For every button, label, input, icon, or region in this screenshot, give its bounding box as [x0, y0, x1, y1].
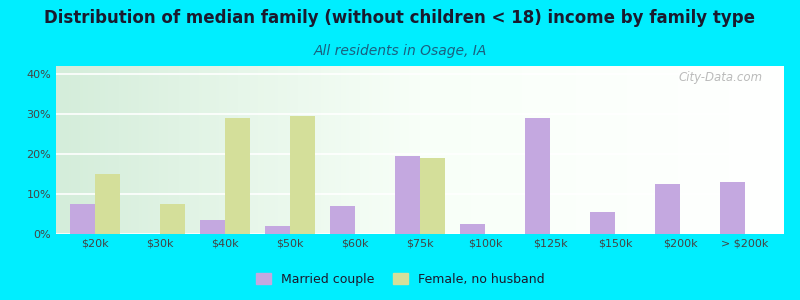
- Bar: [720, 182, 745, 234]
- Bar: [655, 184, 680, 234]
- Bar: [395, 156, 420, 234]
- Bar: [420, 158, 445, 234]
- Text: Distribution of median family (without children < 18) income by family type: Distribution of median family (without c…: [45, 9, 755, 27]
- Bar: [225, 118, 250, 234]
- Text: City-Data.com: City-Data.com: [678, 71, 762, 84]
- Bar: [526, 118, 550, 234]
- Legend: Married couple, Female, no husband: Married couple, Female, no husband: [250, 268, 550, 291]
- Bar: [460, 224, 485, 234]
- Bar: [266, 226, 290, 234]
- Bar: [330, 206, 355, 234]
- Text: All residents in Osage, IA: All residents in Osage, IA: [314, 44, 486, 58]
- Bar: [290, 116, 314, 234]
- Bar: [160, 204, 185, 234]
- Bar: [200, 220, 225, 234]
- Bar: [95, 174, 120, 234]
- Bar: [590, 212, 615, 234]
- Bar: [70, 204, 95, 234]
